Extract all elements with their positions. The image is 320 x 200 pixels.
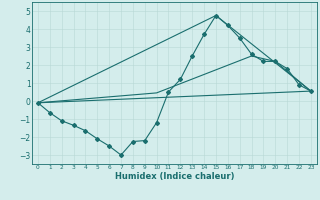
X-axis label: Humidex (Indice chaleur): Humidex (Indice chaleur) [115,172,234,181]
